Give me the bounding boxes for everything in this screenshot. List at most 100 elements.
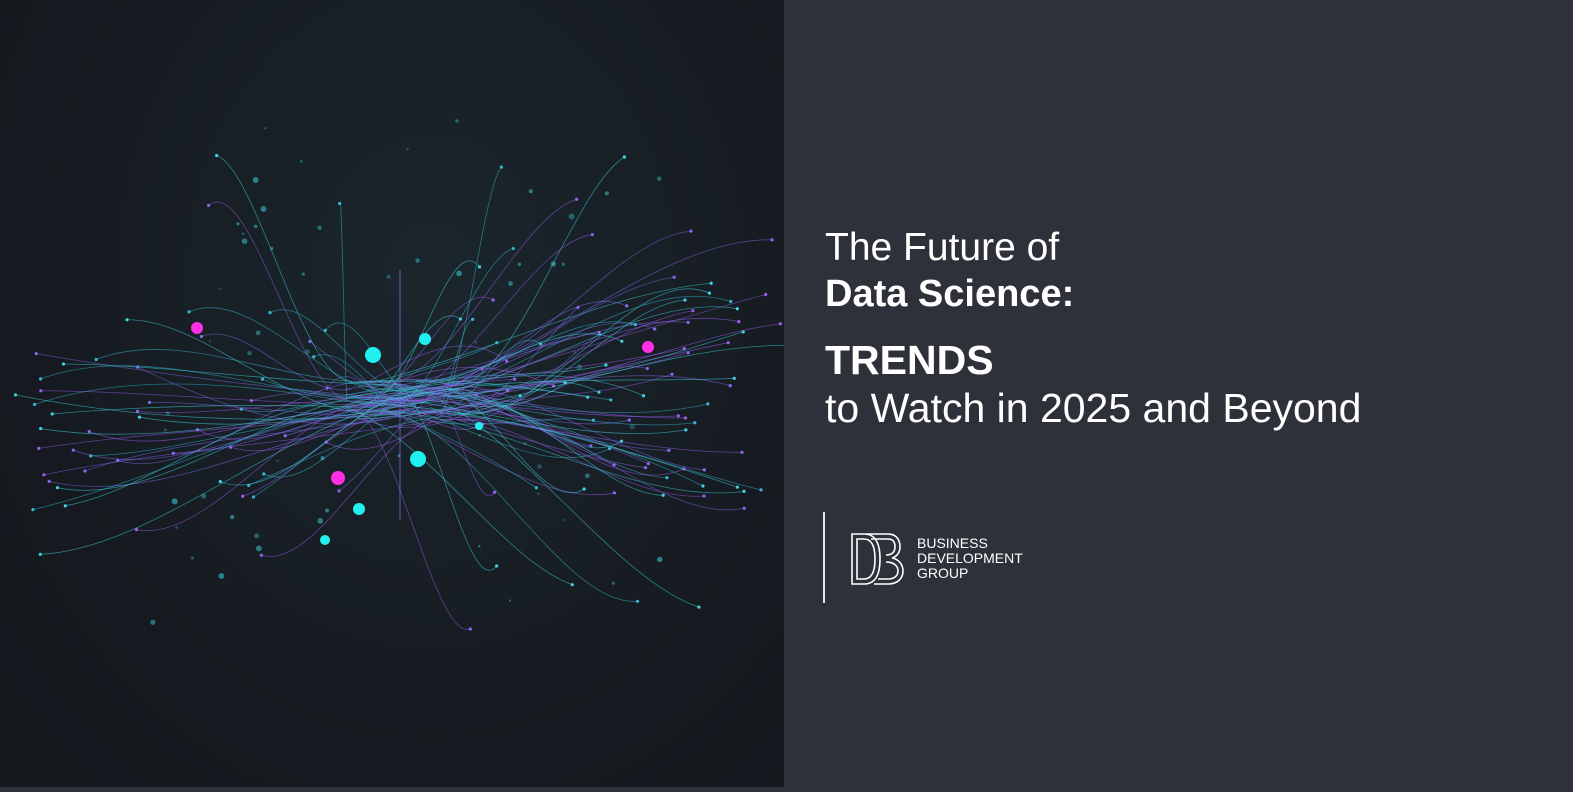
network-line	[96, 348, 395, 383]
network-line	[415, 323, 781, 391]
network-line	[368, 411, 638, 602]
network-node	[670, 372, 674, 376]
network-node	[625, 304, 629, 308]
network-line	[455, 416, 705, 497]
glow-dot	[478, 544, 481, 548]
network-node	[39, 389, 43, 393]
network-node	[689, 229, 693, 233]
network-node	[323, 328, 327, 333]
network-node	[38, 552, 42, 556]
highlight-node	[331, 471, 345, 485]
network-node	[134, 528, 139, 532]
glow-dot	[576, 364, 583, 370]
glow-dot	[241, 238, 248, 245]
network-line	[355, 401, 738, 488]
network-line	[445, 395, 664, 496]
network-node	[338, 201, 342, 206]
network-line	[369, 294, 766, 405]
glow-dot	[508, 599, 512, 602]
glow-dot	[247, 351, 252, 356]
network-node	[582, 487, 586, 491]
network-node	[590, 232, 595, 237]
logo-text: BUSINESS DEVELOPMENT GROUP	[917, 536, 1023, 581]
network-line	[450, 156, 625, 386]
network-line	[201, 333, 352, 391]
glow-dot	[528, 189, 533, 194]
network-line	[137, 392, 409, 413]
network-line	[269, 309, 432, 396]
network-node	[55, 486, 60, 490]
glow-dot	[523, 442, 527, 446]
glow-dot	[242, 232, 245, 236]
network-node	[31, 507, 35, 512]
glow-dot	[563, 518, 566, 522]
network-node	[707, 291, 711, 295]
network-line	[405, 414, 594, 425]
network-node	[513, 377, 517, 381]
network-node	[667, 448, 671, 452]
network-node	[627, 418, 631, 422]
network-art	[13, 119, 789, 631]
network-node	[137, 415, 142, 419]
network-node	[187, 310, 191, 314]
network-node	[684, 428, 688, 432]
headline-line: The Future of	[825, 226, 1060, 269]
glow-dot	[585, 473, 590, 479]
glow-dot	[264, 127, 267, 130]
glow-dot	[276, 459, 279, 463]
network-node	[770, 238, 774, 242]
network-node	[735, 307, 739, 311]
network-line	[326, 376, 415, 402]
logo-line: BUSINESS	[917, 535, 988, 551]
glow-dot	[325, 508, 330, 513]
network-line	[416, 321, 636, 382]
headline-line: Data Science:	[825, 273, 1075, 315]
logo-divider	[823, 512, 825, 603]
network-node	[612, 463, 616, 467]
network-node	[39, 426, 43, 431]
network-node	[61, 362, 66, 366]
network-node	[683, 298, 687, 302]
network-line	[344, 406, 573, 586]
network-node	[635, 599, 640, 603]
network-line	[65, 400, 389, 507]
network-node	[499, 165, 503, 169]
network-line	[445, 388, 622, 449]
network-node	[249, 398, 254, 403]
network-node	[620, 339, 624, 343]
glow-dot	[550, 261, 556, 267]
network-node	[591, 418, 595, 422]
network-node	[505, 359, 509, 363]
network-node	[643, 466, 648, 470]
network-line	[49, 414, 400, 487]
network-line	[404, 379, 685, 476]
glow-dot	[656, 176, 662, 181]
glow-dot	[255, 545, 262, 552]
glow-dot	[568, 213, 575, 220]
glow-dot	[573, 350, 576, 354]
network-node	[251, 495, 256, 499]
network-node	[495, 564, 499, 568]
network-node	[676, 414, 681, 418]
glow-dot	[209, 340, 212, 343]
network-node	[702, 494, 706, 498]
glow-dot	[299, 159, 304, 163]
network-node	[732, 376, 736, 380]
network-line	[383, 377, 735, 402]
network-line	[399, 333, 623, 388]
network-node	[491, 298, 495, 302]
network-node	[116, 458, 120, 462]
network-node	[71, 448, 75, 452]
network-node	[709, 281, 713, 285]
network-node	[171, 451, 175, 455]
headline-line: TRENDS	[825, 337, 994, 383]
network-line	[355, 396, 483, 430]
network-node	[665, 476, 669, 480]
network-node	[645, 366, 649, 371]
network-node	[34, 352, 38, 356]
network-node	[686, 351, 690, 355]
network-node	[653, 327, 657, 331]
network-node	[47, 479, 51, 484]
network-node	[686, 320, 690, 325]
